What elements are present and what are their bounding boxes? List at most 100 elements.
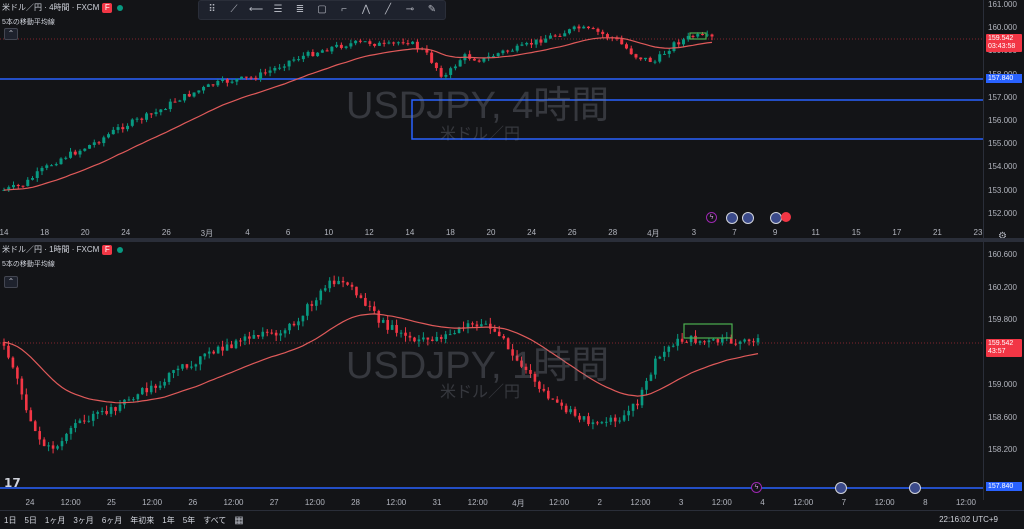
brush-icon[interactable]: ✎ bbox=[427, 4, 437, 15]
bottom-candles-plot[interactable] bbox=[0, 242, 984, 500]
range-button[interactable]: 1日 bbox=[4, 515, 17, 525]
grip-icon[interactable]: ⠿ bbox=[208, 4, 216, 15]
dot-line-icon[interactable]: ⊸ bbox=[405, 4, 415, 15]
candle-body bbox=[401, 42, 405, 44]
candle-body bbox=[387, 42, 391, 44]
candle-body bbox=[538, 381, 541, 389]
candle-body bbox=[288, 323, 291, 331]
candle-body bbox=[747, 339, 751, 342]
range-button[interactable]: 6ヶ月 bbox=[101, 515, 123, 525]
flag-icon[interactable]: F bbox=[102, 2, 113, 13]
parallel-channel-icon[interactable]: ☰ bbox=[273, 4, 283, 15]
candle-body bbox=[244, 76, 248, 78]
time-tick-label: 24 bbox=[25, 498, 35, 507]
settings-gear-icon[interactable]: ⚙ bbox=[998, 231, 1007, 242]
us-flag-icon[interactable] bbox=[742, 212, 754, 224]
range-button[interactable]: 3ヶ月 bbox=[73, 515, 94, 525]
range-button[interactable]: 1年 bbox=[162, 515, 175, 525]
horizontal-line-icon[interactable]: ⟵ bbox=[248, 4, 264, 15]
top-chart-pane[interactable]: USDJPY, 4時間 米ドル／円 米ドル／円 · 4時間 · FXCM F 5… bbox=[0, 0, 1024, 242]
lightning-icon[interactable]: ϟ bbox=[706, 212, 717, 223]
candle-body bbox=[639, 57, 643, 60]
candle-body bbox=[335, 44, 339, 47]
bottom-symbol-title[interactable]: 米ドル／円 · 1時間 · FXCM bbox=[2, 245, 100, 254]
range-button[interactable]: 5日 bbox=[24, 515, 37, 525]
bottom-toolbar: 1日 5日 1ヶ月 3ヶ月 6ヶ月 年初来 1年 5年 すべて ▦ 22:16:… bbox=[0, 510, 1024, 529]
candle-body bbox=[230, 81, 234, 83]
candle-body bbox=[26, 179, 30, 186]
clock-display[interactable]: 22:16:02 UTC+9 bbox=[939, 515, 998, 524]
candle-body bbox=[87, 420, 91, 422]
us-flag-icon[interactable] bbox=[909, 482, 921, 494]
line-tool-icon[interactable]: ╱ bbox=[384, 4, 392, 15]
range-button[interactable]: 年初来 bbox=[130, 515, 155, 525]
candle-body bbox=[111, 129, 115, 135]
range-button[interactable]: すべて bbox=[203, 515, 227, 525]
rectangle-icon[interactable]: ▢ bbox=[317, 4, 327, 15]
candle-body bbox=[542, 388, 546, 391]
us-flag-icon[interactable] bbox=[835, 482, 847, 494]
candle-body bbox=[202, 86, 206, 91]
range-button[interactable]: 1ヶ月 bbox=[44, 515, 66, 525]
top-candles-plot[interactable] bbox=[0, 0, 984, 238]
top-countdown: 03:43:58 bbox=[988, 43, 1016, 50]
trend-line-icon[interactable]: ⟋ bbox=[230, 4, 238, 15]
time-tick-label: 3 bbox=[691, 228, 697, 237]
candle-body bbox=[105, 410, 108, 414]
flag-icon[interactable]: F bbox=[102, 244, 113, 255]
time-tick-label: 27 bbox=[269, 498, 279, 507]
candle-body bbox=[439, 336, 443, 339]
candle-body bbox=[354, 40, 358, 44]
candle-body bbox=[721, 337, 724, 343]
candle-body bbox=[501, 50, 505, 54]
candle-body bbox=[368, 305, 372, 307]
fib-icon[interactable]: ≣ bbox=[295, 4, 305, 15]
collapse-legend-icon[interactable]: ⌃ bbox=[4, 28, 18, 40]
candle-body bbox=[7, 187, 11, 190]
candle-body bbox=[752, 341, 755, 343]
candle-body bbox=[332, 280, 336, 285]
top-last-price-tag: 159.542 03:43:58 bbox=[986, 34, 1022, 52]
collapse-legend-icon[interactable]: ⌃ bbox=[4, 276, 18, 288]
candle-body bbox=[663, 351, 666, 357]
candle-body bbox=[569, 409, 572, 413]
candle-body bbox=[320, 50, 324, 53]
calendar-icon[interactable]: ▦ bbox=[234, 514, 244, 526]
candle-body bbox=[392, 42, 396, 44]
lightning-icon[interactable]: ϟ bbox=[751, 482, 762, 493]
candle-body bbox=[206, 84, 210, 87]
candle-body bbox=[643, 57, 647, 60]
pane-divider[interactable] bbox=[0, 238, 1024, 242]
candle-body bbox=[316, 52, 320, 57]
candle-body bbox=[230, 344, 233, 349]
tradingview-logo[interactable]: 𝟭𝟳 bbox=[4, 476, 21, 490]
path-icon[interactable]: ⌐ bbox=[341, 4, 347, 15]
candle-body bbox=[520, 360, 523, 367]
time-tick-label: 20 bbox=[80, 228, 90, 237]
candle-body bbox=[640, 389, 644, 406]
candle-body bbox=[311, 51, 315, 57]
candle-body bbox=[257, 334, 260, 337]
highlight-box[interactable] bbox=[683, 323, 733, 339]
candle-body bbox=[328, 280, 331, 289]
time-tick-label: 24 bbox=[527, 228, 537, 237]
jp-flag-icon[interactable] bbox=[781, 212, 791, 222]
bottom-indicator-label[interactable]: 5本の移動平均線 bbox=[2, 261, 55, 268]
bottom-price-axis[interactable]: 160.600160.200159.800159.400159.000158.6… bbox=[983, 242, 1024, 500]
bottom-chart-pane[interactable]: USDJPY, 1時間 米ドル／円 米ドル／円 · 1時間 · FXCM F 5… bbox=[0, 242, 1024, 500]
us-flag-icon[interactable] bbox=[726, 212, 738, 224]
highlight-box[interactable] bbox=[689, 32, 707, 40]
candle-body bbox=[515, 355, 519, 361]
time-tick-label: 28 bbox=[351, 498, 361, 507]
top-symbol-title[interactable]: 米ドル／円 · 4時間 · FXCM bbox=[2, 3, 100, 12]
zone-rectangle[interactable] bbox=[411, 99, 984, 140]
candle-body bbox=[564, 405, 568, 413]
time-tick-label: 18 bbox=[445, 228, 455, 237]
range-button[interactable]: 5年 bbox=[182, 515, 196, 525]
zigzag-icon[interactable]: ⋀ bbox=[361, 4, 371, 15]
candle-body bbox=[197, 90, 201, 93]
candle-body bbox=[252, 334, 256, 339]
candle-body bbox=[7, 345, 10, 358]
candle-body bbox=[691, 35, 695, 37]
top-indicator-label[interactable]: 5本の移動平均線 bbox=[2, 19, 55, 26]
